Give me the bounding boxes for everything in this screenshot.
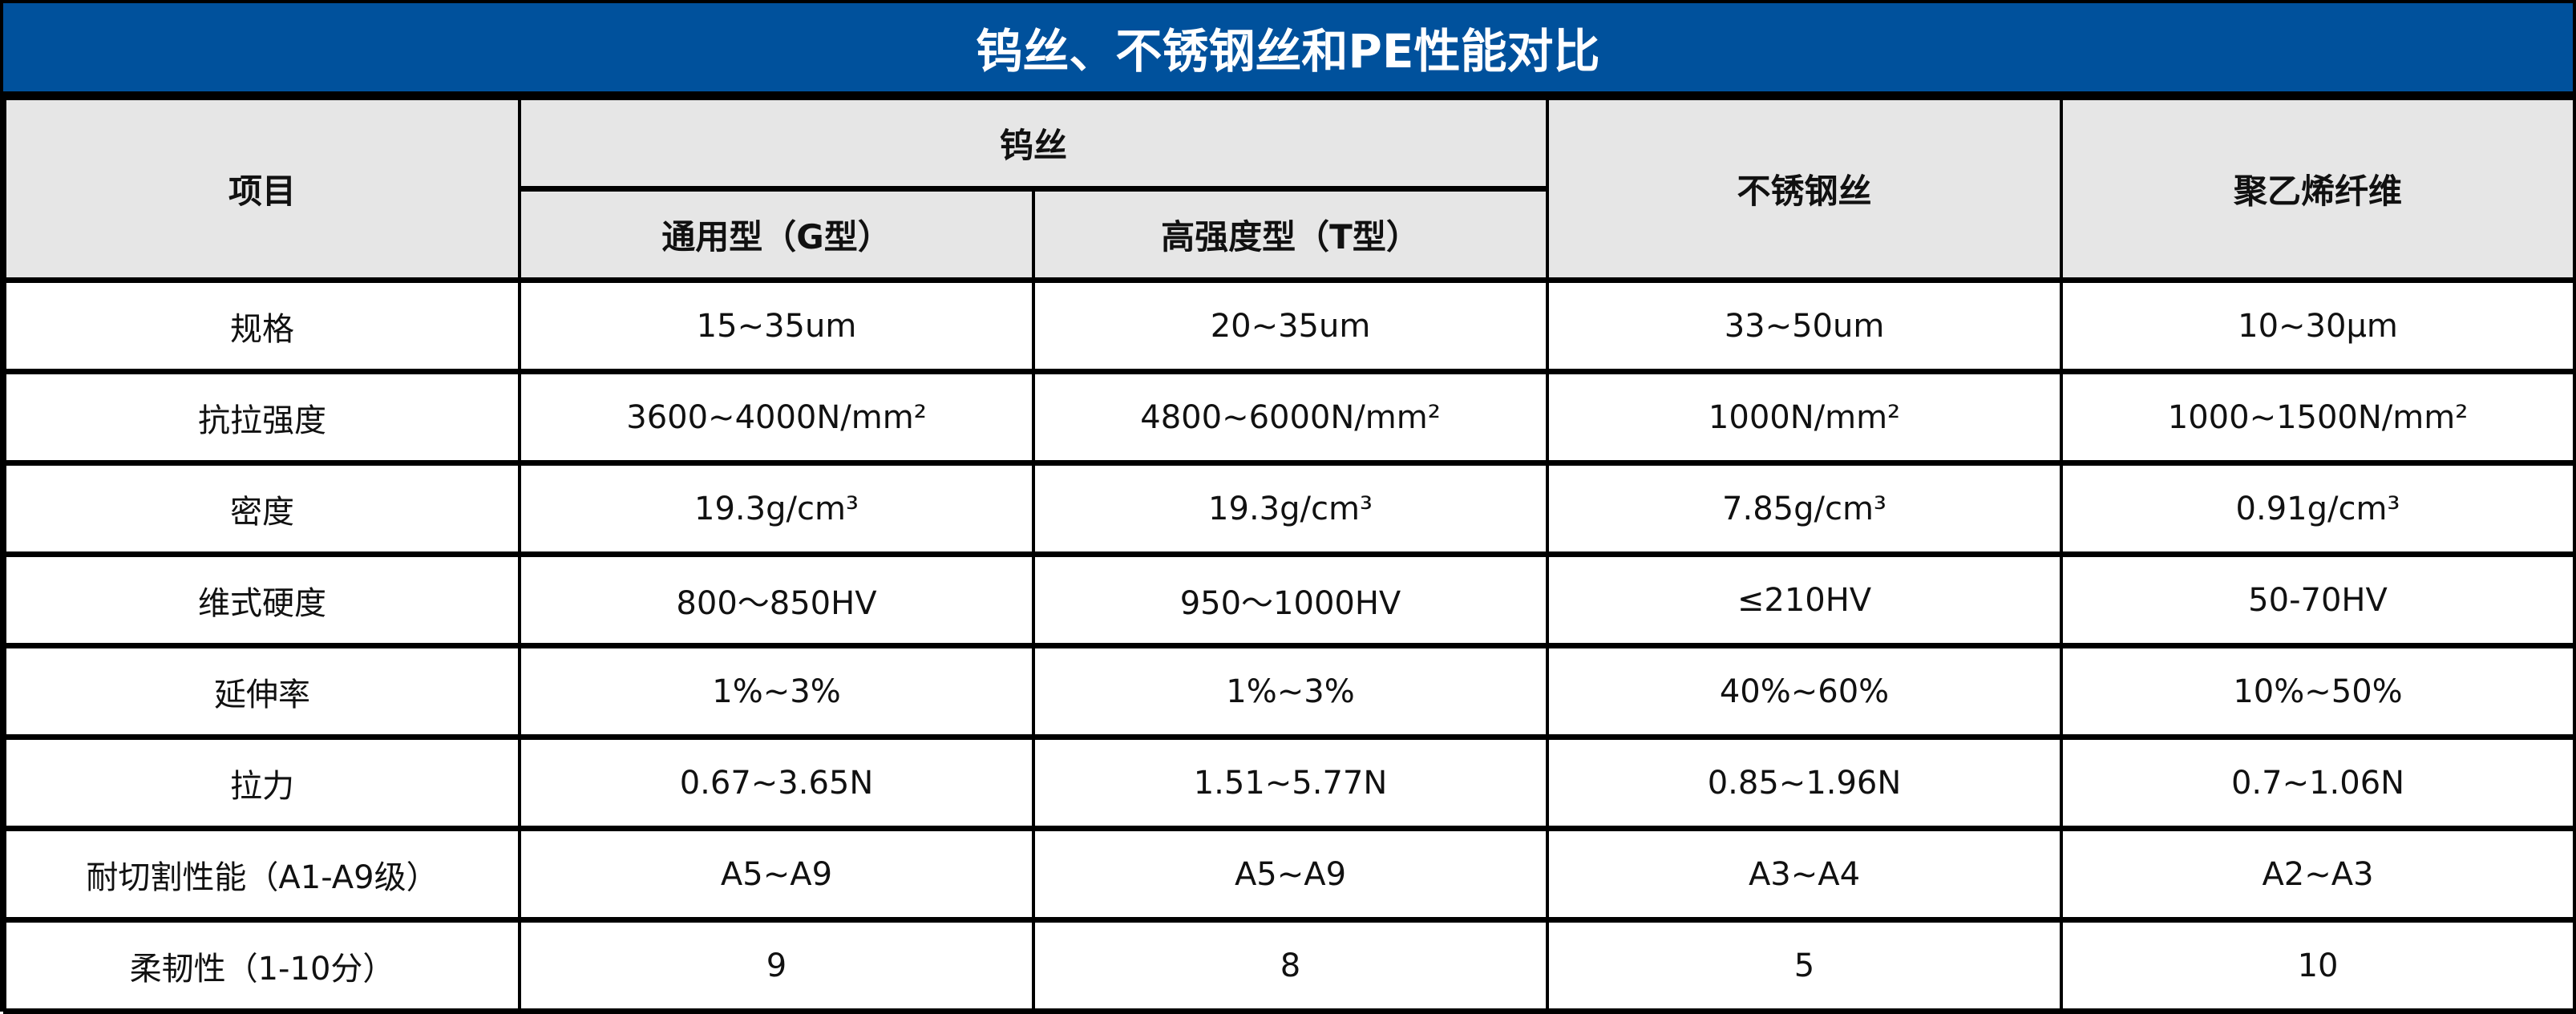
table-row: 维式硬度 800～850HV 950～1000HV ≤210HV 50-70HV [3, 551, 2576, 648]
header-item: 项目 [3, 95, 521, 283]
cell-pe: A2~A3 [2060, 826, 2576, 923]
cell-ss: ≤210HV [1546, 551, 2064, 648]
header-pe: 聚乙烯纤维 [2060, 95, 2576, 283]
cell-ss: 5 [1546, 917, 2064, 1014]
cell-ss: 33~50um [1546, 277, 2064, 374]
row-label: 规格 [3, 277, 521, 374]
cell-pe: 0.7~1.06N [2060, 734, 2576, 831]
cell-ss: 1000N/mm² [1546, 369, 2064, 466]
cell-ss: 7.85g/cm³ [1546, 460, 2064, 557]
row-label: 抗拉强度 [3, 369, 521, 466]
cell-pe: 10%~50% [2060, 643, 2576, 740]
table-row: 柔韧性（1-10分） 9 8 5 10 [3, 917, 2576, 1014]
cell-t: 4800~6000N/mm² [1031, 369, 1550, 466]
row-label: 耐切割性能（A1-A9级） [3, 826, 521, 923]
header-tungsten: 钨丝 [517, 95, 1550, 192]
table-row: 密度 19.3g/cm³ 19.3g/cm³ 7.85g/cm³ 0.91g/cm³ [3, 460, 2576, 557]
header-stainless: 不锈钢丝 [1546, 95, 2064, 283]
table-row: 拉力 0.67~3.65N 1.51~5.77N 0.85~1.96N 0.7~1.06… [3, 734, 2576, 831]
table-row: 耐切割性能（A1-A9级） A5~A9 A5~A9 A3~A4 A2~A3 [3, 826, 2576, 923]
cell-ss: 0.85~1.96N [1546, 734, 2064, 831]
row-label: 延伸率 [3, 643, 521, 740]
cell-t: 20~35um [1031, 277, 1550, 374]
cell-t: 19.3g/cm³ [1031, 460, 1550, 557]
cell-t: 8 [1031, 917, 1550, 1014]
header-row-2: 通用型（G型） 高强度型（T型） [5, 186, 2574, 283]
cell-g: 1%~3% [518, 643, 1035, 740]
cell-g: 9 [518, 917, 1035, 1014]
header-tungsten-g: 通用型（G型） [518, 186, 1035, 283]
cell-t: 1%~3% [1031, 643, 1550, 740]
table-row: 延伸率 1%~3% 1%~3% 40%~60% 10%~50% [3, 643, 2576, 740]
row-label: 密度 [3, 460, 521, 557]
row-label: 拉力 [3, 734, 521, 831]
cell-g: A5~A9 [518, 826, 1035, 923]
header-row-1: 项目 钨丝 不锈钢丝 聚乙烯纤维 [3, 95, 2576, 283]
cell-t: 950～1000HV [1031, 551, 1550, 648]
row-label: 柔韧性（1-10分） [3, 917, 521, 1014]
cell-t: A5~A9 [1031, 826, 1550, 923]
cell-g: 3600~4000N/mm² [518, 369, 1035, 466]
header-tungsten-t: 高强度型（T型） [1031, 186, 1550, 283]
cell-g: 15~35um [518, 277, 1035, 374]
cell-pe: 0.91g/cm³ [2060, 460, 2576, 557]
comparison-table: 项目 钨丝 不锈钢丝 聚乙烯纤维 通用型（G型） 高强度型（T型） 规格 15~3… [3, 95, 2576, 1014]
table-row: 规格 15~35um 20~35um 33~50um 10~30μm [3, 277, 2576, 374]
cell-t: 1.51~5.77N [1031, 734, 1550, 831]
cell-ss: 40%~60% [1546, 643, 2064, 740]
cell-g: 19.3g/cm³ [518, 460, 1035, 557]
cell-g: 0.67~3.65N [518, 734, 1035, 831]
cell-g: 800～850HV [518, 551, 1035, 648]
cell-ss: A3~A4 [1546, 826, 2064, 923]
table-row: 抗拉强度 3600~4000N/mm² 4800~6000N/mm² 1000N/mm… [3, 369, 2576, 466]
cell-pe: 10 [2060, 917, 2576, 1014]
row-label: 维式硬度 [3, 551, 521, 648]
cell-pe: 1000~1500N/mm² [2060, 369, 2576, 466]
cell-pe: 10~30μm [2060, 277, 2576, 374]
cell-pe: 50-70HV [2060, 551, 2576, 648]
table-title: 钨丝、不锈钢丝和PE性能对比 [3, 3, 2573, 91]
